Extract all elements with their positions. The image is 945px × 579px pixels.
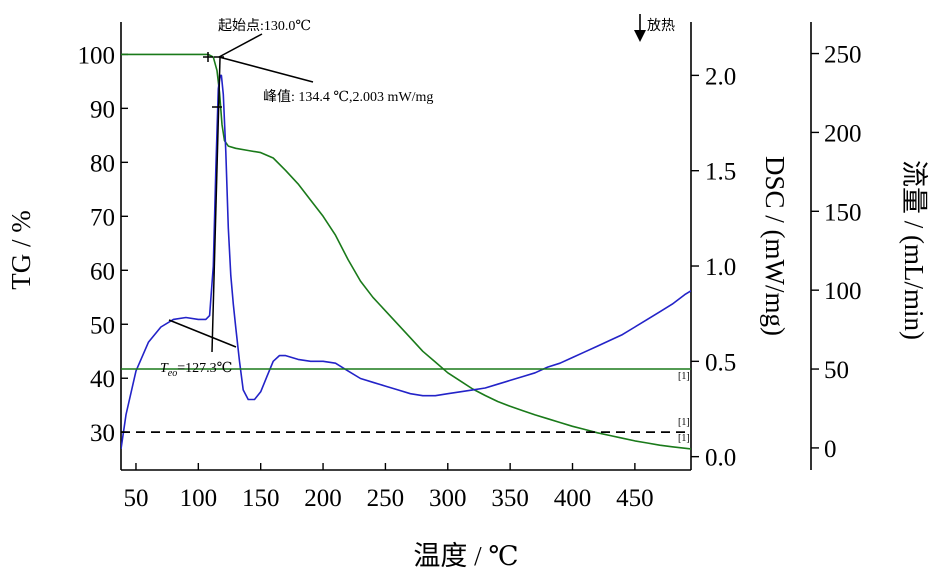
y-dsc-title: DSC / (mW/mg) <box>760 156 790 336</box>
y-left-title: TG / % <box>6 210 36 289</box>
x-tick-label: 100 <box>180 485 218 512</box>
y-left-tick-label: 30 <box>90 420 115 447</box>
y-dsc-tick-label: 1.5 <box>705 159 736 186</box>
y-left-tick-label: 90 <box>90 96 115 123</box>
tangent-lines <box>168 33 314 353</box>
onset-leader-line <box>218 33 263 58</box>
onset-baseline-tangent <box>168 319 237 348</box>
teo-value: =127.3℃ <box>177 361 232 376</box>
y-flow-tick-label: 50 <box>824 357 849 384</box>
bracket-marker-1: [1] <box>678 371 690 382</box>
y-left-tick-label: 80 <box>90 150 115 177</box>
x-tick-label: 250 <box>367 485 405 512</box>
onset-annotation: 起始点:130.0℃ <box>218 18 311 34</box>
y-left-tick-label: 60 <box>90 258 115 285</box>
x-tick-label: 400 <box>554 485 592 512</box>
y-left-tick-label: 70 <box>90 204 115 231</box>
y-left-tick-label: 50 <box>90 312 115 339</box>
teo-annotation: Teo=127.3℃ <box>160 361 232 379</box>
y-dsc-tick-label: 1.0 <box>705 254 736 281</box>
curves <box>121 53 691 450</box>
bracket-marker-3: [1] <box>678 433 690 444</box>
peak-annotation: 峰值: 134.4 ℃,2.003 mW/mg <box>263 89 433 105</box>
y-flow-tick-label: 0 <box>824 436 837 463</box>
dsc-curve <box>121 74 691 450</box>
y-flow-title: 流量 / (mL/min) <box>899 160 929 340</box>
x-tick-label: 350 <box>491 485 529 512</box>
x-tick-label: 300 <box>429 485 467 512</box>
teo-symbol: T <box>160 361 169 376</box>
y-flow-tick-label: 100 <box>824 278 862 305</box>
x-tick-label: 200 <box>304 485 342 512</box>
ticks: 50 100 150 200 250 300 350 400 450 30 40 50 60 70 80 90… <box>78 42 862 512</box>
y-left-tick-label: 40 <box>90 366 115 393</box>
y-dsc-tick-label: 2.0 <box>705 63 736 90</box>
teo-subscript: eo <box>168 368 177 379</box>
exo-label: 放热 <box>647 18 675 34</box>
exo-arrow-head <box>634 30 646 42</box>
peak-tangent-line <box>218 56 314 83</box>
tg-curve <box>121 53 691 450</box>
bracket-marker-2: [1] <box>678 417 690 428</box>
x-tick-label: 150 <box>242 485 280 512</box>
x-tick-label: 50 <box>123 485 148 512</box>
y-flow-tick-label: 200 <box>824 120 862 147</box>
y-dsc-tick-label: 0.0 <box>705 445 736 472</box>
y-flow-tick-label: 150 <box>824 199 862 226</box>
y-dsc-tick-label: 0.5 <box>705 349 736 376</box>
y-flow-tick-label: 250 <box>824 42 862 69</box>
x-axis-title: 温度 / ℃ <box>413 541 518 571</box>
y-left-tick-label: 100 <box>78 42 116 69</box>
x-tick-label: 450 <box>616 485 654 512</box>
onset-vertical-tangent <box>211 57 221 353</box>
